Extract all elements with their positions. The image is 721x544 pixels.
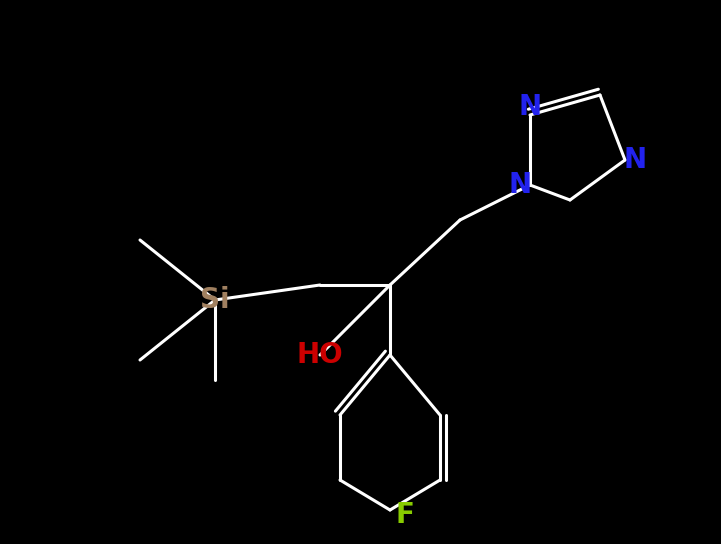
Text: N: N xyxy=(508,171,531,199)
Text: N: N xyxy=(624,146,647,174)
Text: F: F xyxy=(396,501,415,529)
Text: N: N xyxy=(518,93,541,121)
Text: Si: Si xyxy=(200,286,230,314)
Text: HO: HO xyxy=(296,341,343,369)
